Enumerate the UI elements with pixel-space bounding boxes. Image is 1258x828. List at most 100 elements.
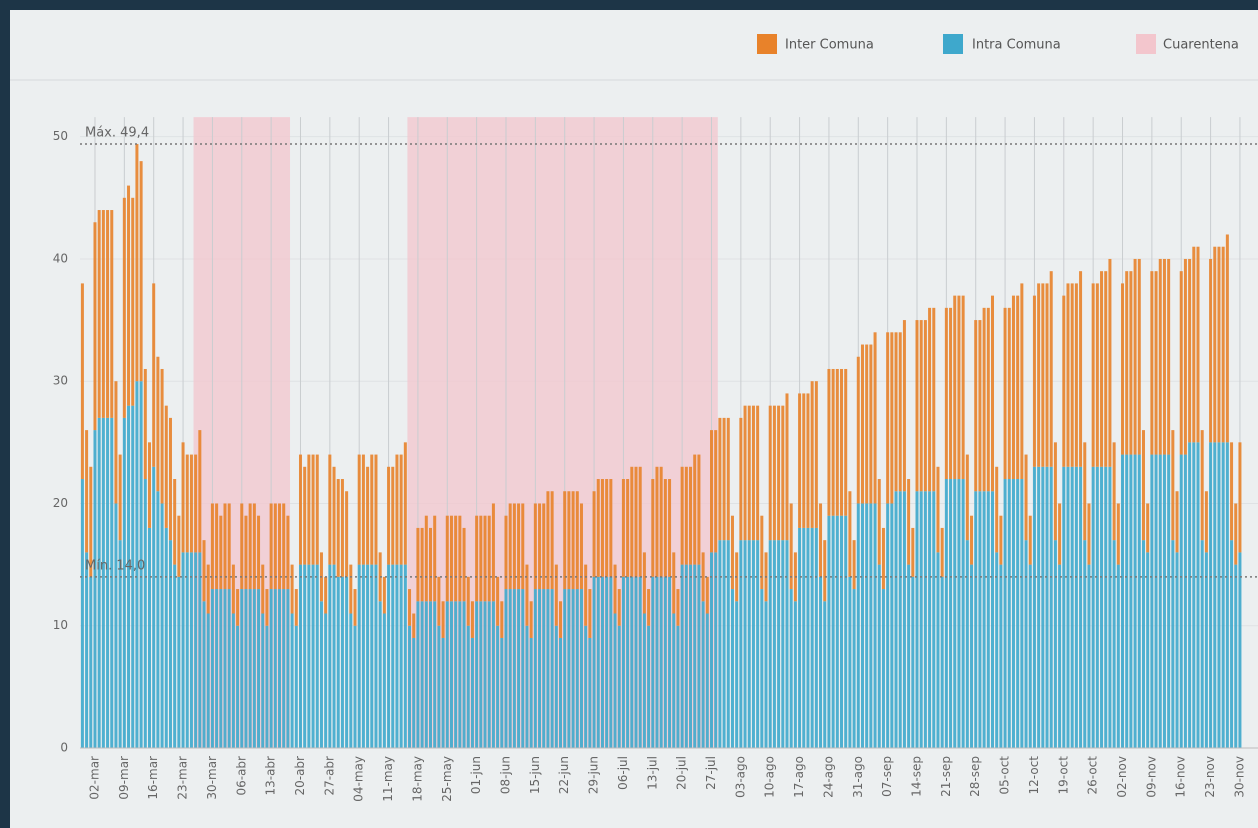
bar-segment [995, 466, 999, 553]
bar-segment [1146, 503, 1150, 553]
bar-segment [240, 589, 244, 748]
bar-segment [936, 552, 940, 748]
bar-segment [1070, 466, 1074, 748]
bar-segment [869, 503, 873, 748]
bar-segment [412, 613, 416, 638]
bar-segment [290, 564, 294, 614]
bar-segment [647, 625, 651, 748]
bar-segment [1074, 466, 1078, 748]
bar-segment [1053, 540, 1057, 748]
bar-segment [1200, 540, 1204, 748]
bar-segment [852, 589, 856, 748]
bar-segment [630, 576, 634, 748]
bar-segment [693, 564, 697, 748]
bar-segment [85, 430, 89, 553]
x-tick-label: 23-nov [1203, 756, 1217, 798]
bar-segment [651, 479, 655, 577]
bar-segment [571, 491, 575, 590]
bar-segment [1213, 246, 1217, 443]
bar-segment [676, 625, 680, 748]
bar-segment [819, 576, 823, 748]
bar-segment [571, 589, 575, 748]
bar-segment [1100, 466, 1104, 748]
bar-segment [517, 589, 521, 748]
bar-segment [319, 601, 323, 748]
bar-segment [689, 564, 693, 748]
bar-segment [1066, 466, 1070, 748]
bar-segment [445, 515, 449, 602]
bar-segment [550, 589, 554, 748]
bar-segment [470, 601, 474, 638]
bar-segment [886, 503, 890, 748]
bar-segment [248, 589, 252, 748]
bar-segment [756, 405, 760, 541]
bar-segment [219, 515, 223, 590]
bar-segment [101, 417, 105, 748]
bar-segment [1150, 454, 1154, 748]
bar-segment [399, 454, 403, 565]
bar-segment [563, 589, 567, 748]
bar-segment [223, 503, 227, 590]
bar-segment [881, 589, 885, 748]
bar-segment [437, 625, 441, 748]
bar-segment [168, 540, 172, 748]
bar-segment [1095, 283, 1099, 467]
bar-segment [1217, 442, 1221, 748]
bar-segment [1150, 271, 1154, 455]
x-tick-label: 06-jul [616, 756, 630, 790]
bar-segment [999, 515, 1003, 565]
x-tick-label: 23-mar [176, 756, 190, 800]
bar-segment [1003, 307, 1007, 480]
bar-segment [181, 552, 185, 748]
bar-segment [890, 503, 894, 748]
bar-segment [898, 332, 902, 492]
bar-segment [768, 540, 772, 748]
bar-segment [902, 491, 906, 748]
bar-segment [1095, 466, 1099, 748]
bar-segment [651, 576, 655, 748]
bar-segment [735, 601, 739, 748]
bar-segment [202, 540, 206, 602]
x-tick-label: 31-ago [851, 756, 865, 798]
bar-segment [1037, 283, 1041, 467]
bar-segment [848, 576, 852, 748]
bar-segment [311, 454, 315, 565]
bar-segment [1137, 454, 1141, 748]
bar-segment [621, 576, 625, 748]
bar-segment [118, 540, 122, 748]
bar-segment [957, 479, 961, 748]
bar-segment [349, 564, 353, 614]
bar-segment [592, 576, 596, 748]
bar-segment [525, 625, 529, 748]
bar-segment [634, 576, 638, 748]
bar-segment [504, 515, 508, 590]
bar-segment [705, 576, 709, 614]
bar-segment [668, 479, 672, 577]
bar-segment [298, 454, 302, 565]
bar-segment [177, 515, 181, 577]
bar-segment [298, 564, 302, 748]
bar-segment [743, 540, 747, 748]
bar-segment [449, 601, 453, 748]
bar-segment [1032, 295, 1036, 467]
x-tick-label: 07-sep [880, 756, 894, 797]
bar-segment [294, 589, 298, 626]
bar-segment [345, 576, 349, 748]
bar-segment [1141, 540, 1145, 748]
bar-segment [1162, 454, 1166, 748]
bar-segment [563, 491, 567, 590]
x-tick-label: 05-oct [998, 756, 1012, 795]
x-tick-label: 25-may [440, 756, 454, 802]
bar-segment [198, 430, 202, 553]
bar-segment [1041, 466, 1045, 748]
bar-segment [873, 503, 877, 748]
bar-segment [739, 540, 743, 748]
bar-segment [944, 479, 948, 748]
bar-segment [1158, 454, 1162, 748]
bar-segment [512, 503, 516, 590]
bar-segment [1079, 466, 1083, 748]
bar-segment [718, 417, 722, 541]
x-tick-label: 10-ago [763, 756, 777, 798]
bar-segment [672, 552, 676, 614]
bar-segment [1204, 491, 1208, 553]
